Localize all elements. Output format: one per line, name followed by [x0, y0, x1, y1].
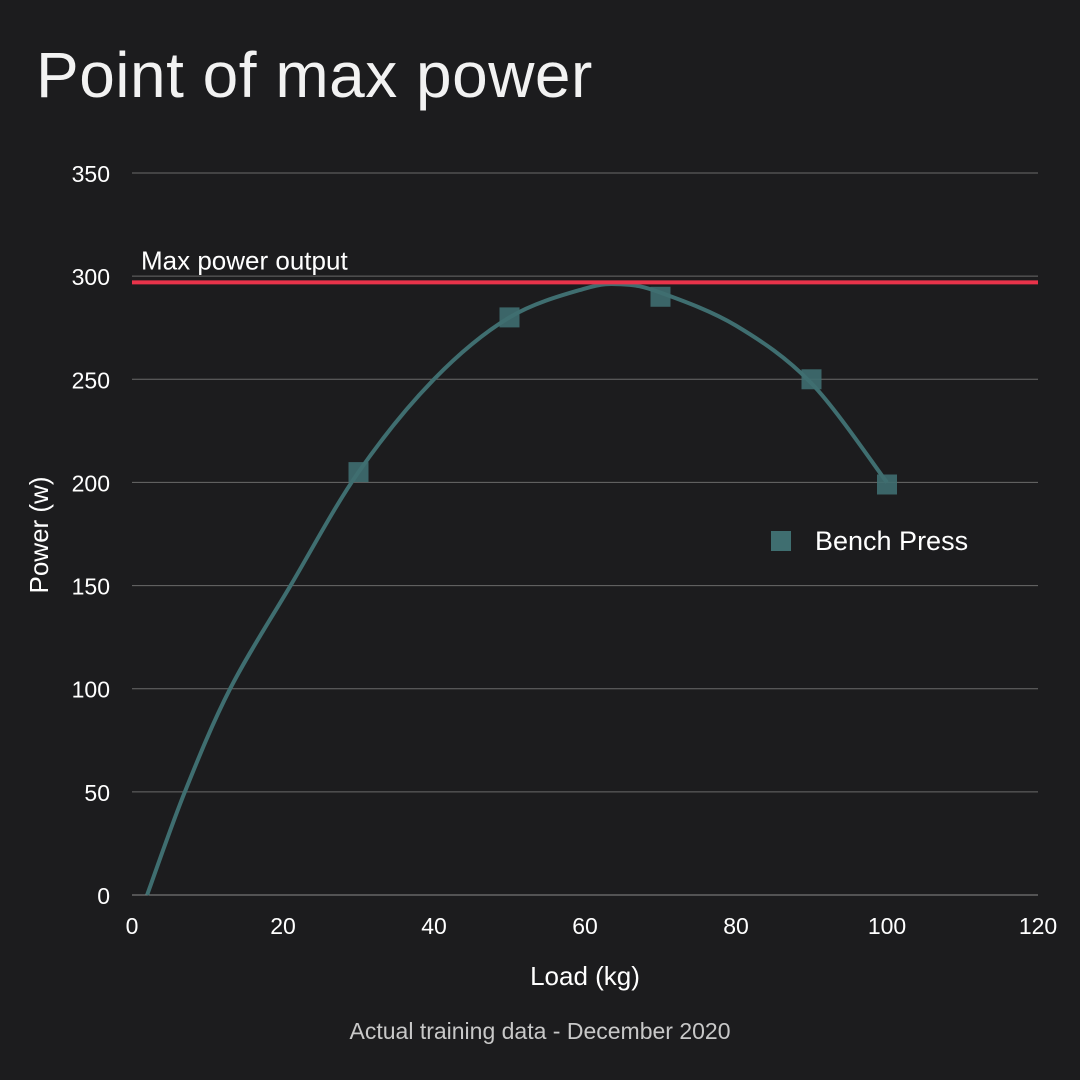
legend-marker — [771, 531, 791, 551]
max-power-label: Max power output — [141, 245, 348, 275]
legend-label: Bench Press — [815, 526, 968, 556]
y-tick-label: 250 — [72, 367, 110, 393]
data-point — [877, 474, 897, 495]
y-tick-label: 350 — [72, 161, 110, 187]
chart-title: Point of max power — [36, 39, 593, 111]
data-point — [801, 369, 822, 390]
y-tick-label: 300 — [72, 264, 110, 290]
y-tick-label: 200 — [72, 470, 110, 496]
data-point — [348, 462, 369, 483]
data-points — [348, 286, 897, 495]
x-tick-label: 20 — [270, 913, 296, 939]
y-tick-label: 100 — [72, 677, 110, 703]
x-tick-label: 40 — [421, 913, 447, 939]
x-tick-label: 60 — [572, 913, 598, 939]
trend-curve-group — [145, 281, 889, 896]
x-tick-label: 0 — [126, 913, 139, 939]
x-axis-label: Load (kg) — [530, 961, 640, 991]
y-axis-label: Power (w) — [24, 476, 54, 593]
x-tick-label: 80 — [723, 913, 749, 939]
legend: Bench Press — [771, 526, 968, 556]
x-tick-label: 100 — [868, 913, 906, 939]
gridlines — [132, 172, 1038, 896]
y-tick-labels: 0 50 100 150 200 250 300 350 — [72, 161, 110, 909]
y-tick-label: 150 — [72, 574, 110, 600]
reference-line-group: Max power output — [132, 245, 1038, 285]
y-tick-label: 0 — [97, 883, 110, 909]
chart-caption: Actual training data - December 2020 — [349, 1018, 731, 1044]
x-tick-labels: 0 20 40 60 80 100 120 — [126, 913, 1058, 939]
x-tick-label: 120 — [1019, 913, 1057, 939]
y-tick-label: 50 — [84, 780, 110, 806]
data-point — [650, 286, 671, 307]
data-point — [499, 307, 520, 328]
trend-curve — [145, 281, 889, 896]
